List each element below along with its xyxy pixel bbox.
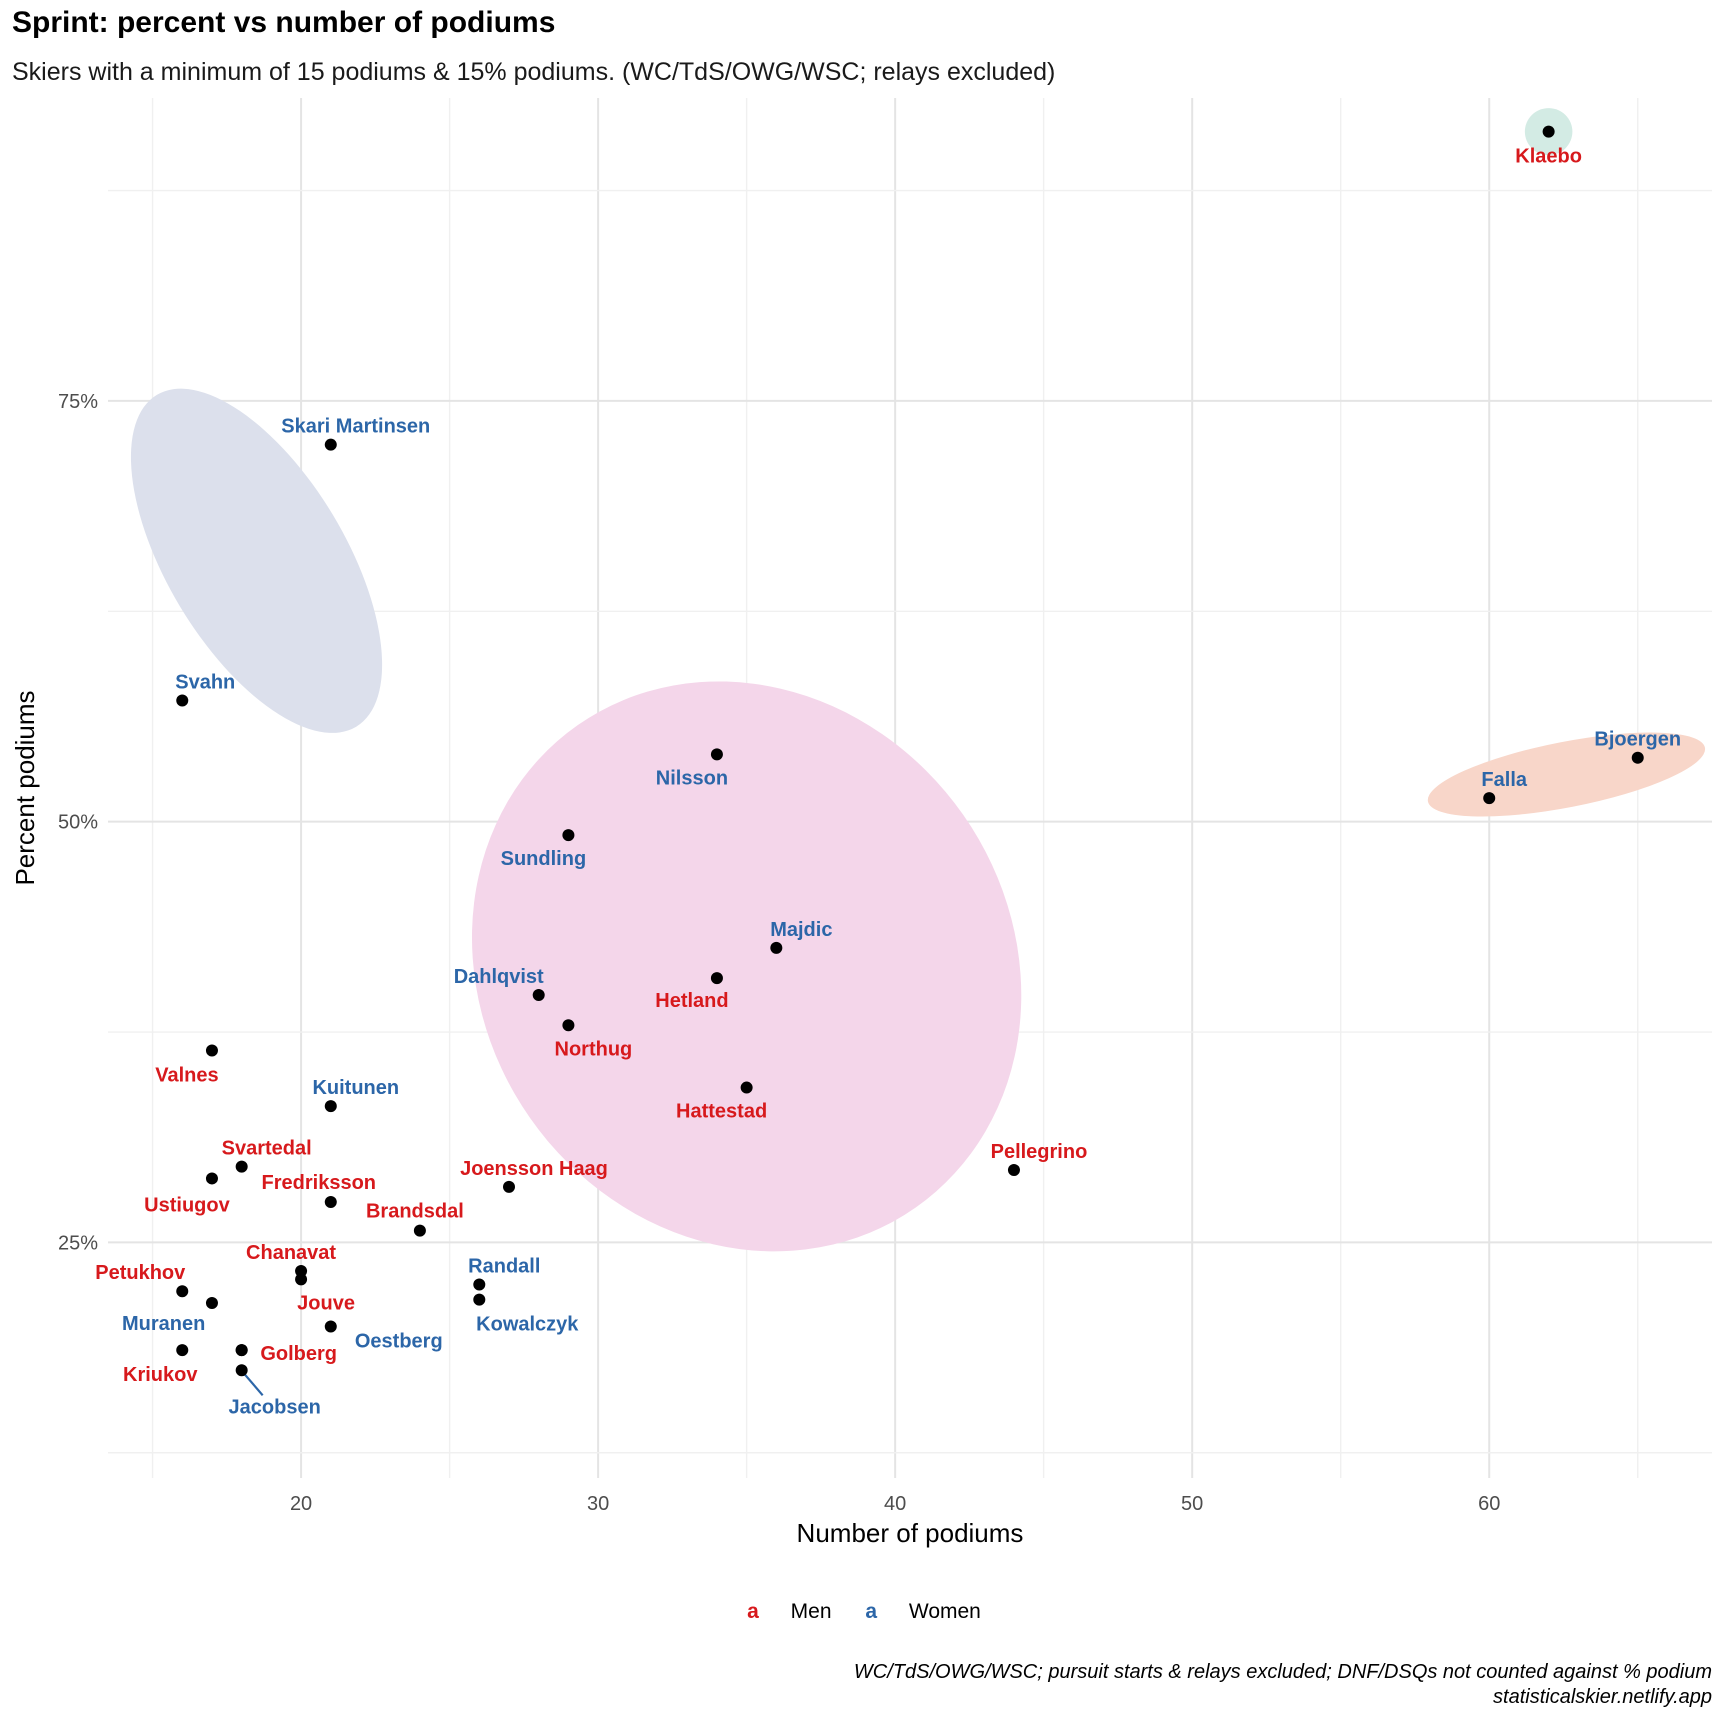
data-point-men: [176, 1285, 189, 1298]
point-label-women: Muranen: [122, 1313, 205, 1335]
point-label-women: Svahn: [175, 671, 235, 693]
point-label-women: Kuitunen: [312, 1077, 399, 1099]
point-label-women: Jacobsen: [229, 1396, 321, 1418]
point-label-men: Ustiugov: [144, 1194, 230, 1216]
data-point-women: [1631, 751, 1644, 764]
data-point-women: [710, 748, 723, 761]
data-point-men: [710, 972, 723, 985]
x-tick-label: 30: [587, 1493, 609, 1515]
point-label-men: Kriukov: [123, 1364, 198, 1386]
y-tick-label: 75%: [58, 391, 98, 413]
data-point-women: [562, 829, 575, 842]
data-point-women: [176, 694, 189, 707]
point-label-women: Sundling: [501, 848, 587, 870]
legend-key-men: a: [747, 1600, 759, 1623]
data-point-men: [295, 1265, 308, 1277]
x-tick-label: 20: [290, 1493, 312, 1515]
chart-subtitle: Skiers with a minimum of 15 podiums & 15…: [12, 58, 1056, 86]
data-point-women: [324, 438, 337, 451]
data-point-men: [176, 1344, 189, 1357]
data-point-women: [324, 1100, 337, 1113]
point-label-men: Svartedal: [222, 1138, 312, 1160]
data-point-men: [562, 1019, 575, 1032]
y-tick-label: 25%: [58, 1232, 98, 1254]
x-tick-label: 60: [1478, 1493, 1500, 1515]
legend-label-women: Women: [908, 1600, 981, 1623]
legend-item-women: a Women: [865, 1600, 981, 1624]
point-label-men: Hetland: [655, 990, 728, 1012]
data-point-men: [235, 1160, 248, 1173]
point-label-men: Fredriksson: [262, 1172, 376, 1194]
data-point-women: [770, 941, 783, 954]
chart-title: Sprint: percent vs number of podiums: [12, 6, 556, 39]
data-point-men: [205, 1296, 218, 1309]
data-point-men: [1542, 125, 1555, 138]
data-point-men: [205, 1044, 218, 1057]
caption: WC/TdS/OWG/WSC; pursuit starts & relays …: [854, 1660, 1712, 1710]
point-label-women: Skari Martinsen: [281, 416, 430, 438]
point-label-men: Klaebo: [1515, 146, 1582, 168]
x-tick-label: 40: [884, 1493, 906, 1515]
data-point-women: [1483, 792, 1496, 805]
point-label-women: Falla: [1481, 769, 1527, 791]
point-label-men: Pellegrino: [991, 1141, 1088, 1163]
point-label-men: Petukhov: [95, 1262, 186, 1284]
x-tick-label: 50: [1181, 1493, 1203, 1515]
point-label-men: Chanavat: [246, 1242, 336, 1264]
point-label-men: Jouve: [297, 1292, 355, 1314]
label-leader-line: [243, 1373, 264, 1397]
point-label-women: Kowalczyk: [476, 1314, 579, 1336]
point-label-women: Bjoergen: [1594, 729, 1681, 751]
point-label-women: Dahlqvist: [454, 966, 544, 988]
point-label-women: Majdic: [770, 919, 832, 941]
data-point-women: [235, 1344, 248, 1357]
data-point-women: [473, 1278, 486, 1291]
group-ellipse-2: [471, 681, 1022, 1252]
data-point-men: [503, 1180, 515, 1193]
data-point-men: [740, 1081, 753, 1094]
y-axis-title: Percent podiums: [10, 690, 40, 885]
x-axis-title: Number of podiums: [797, 1518, 1024, 1548]
point-label-men: Golberg: [260, 1343, 337, 1365]
group-ellipse-1: [130, 388, 383, 733]
point-label-men: Northug: [555, 1038, 633, 1060]
point-label-men: Valnes: [155, 1065, 218, 1087]
data-point-women: [235, 1364, 248, 1377]
point-label-women: Nilsson: [656, 767, 728, 789]
caption-line-2: statisticalskier.netlify.app: [1493, 1686, 1712, 1708]
point-label-men: Joensson Haag: [460, 1158, 608, 1180]
data-point-men: [1007, 1164, 1020, 1177]
point-label-women: Randall: [468, 1255, 540, 1277]
legend-label-men: Men: [790, 1600, 832, 1623]
data-point-men: [295, 1273, 308, 1286]
data-point-women: [473, 1293, 486, 1306]
caption-line-1: WC/TdS/OWG/WSC; pursuit starts & relays …: [853, 1661, 1712, 1683]
point-label-men: Brandsdal: [366, 1201, 464, 1223]
point-label-women: Oestberg: [355, 1331, 443, 1353]
data-point-women: [324, 1320, 337, 1333]
y-tick-label: 50%: [58, 812, 98, 834]
data-point-men: [205, 1172, 218, 1185]
legend-item-men: a Men: [747, 1600, 831, 1624]
data-point-women: [532, 989, 545, 1001]
point-label-men: Hattestad: [676, 1101, 767, 1123]
legend: a Men a Women: [0, 1600, 1728, 1624]
data-point-men: [413, 1224, 426, 1237]
legend-key-women: a: [865, 1600, 878, 1623]
data-point-men: [324, 1196, 337, 1208]
